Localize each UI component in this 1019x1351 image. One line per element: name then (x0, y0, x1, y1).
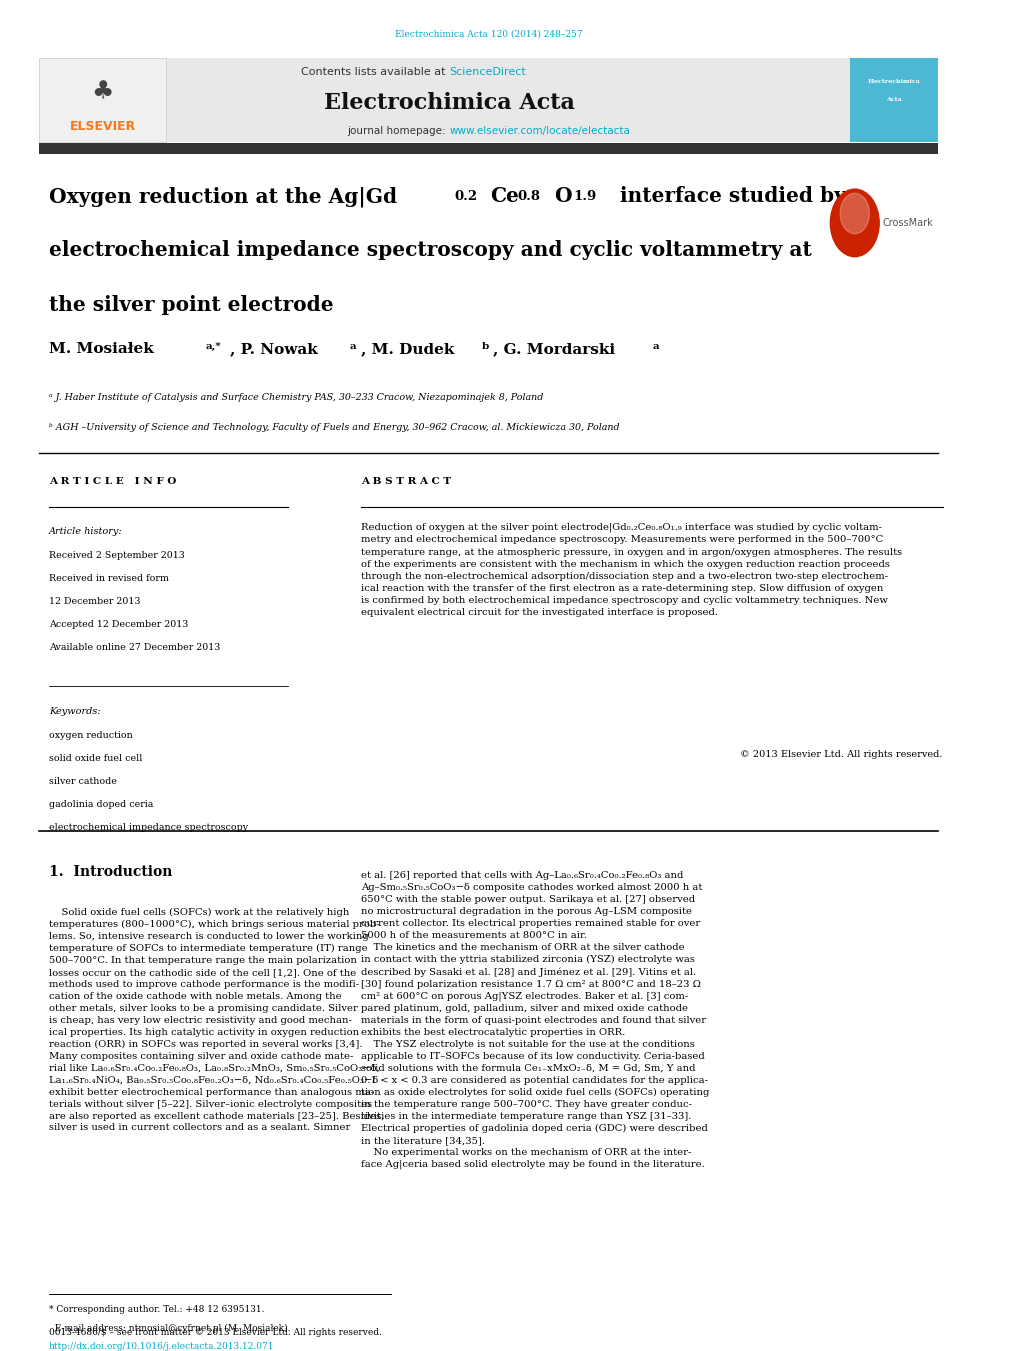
Text: Oxygen reduction at the Ag|Gd: Oxygen reduction at the Ag|Gd (49, 186, 396, 207)
Text: a,*: a,* (205, 342, 221, 351)
FancyBboxPatch shape (39, 143, 936, 154)
Text: Keywords:: Keywords: (49, 707, 100, 716)
Text: oxygen reduction: oxygen reduction (49, 731, 132, 740)
Text: , G. Mordarski: , G. Mordarski (493, 342, 614, 355)
Text: solid oxide fuel cell: solid oxide fuel cell (49, 754, 142, 763)
Text: Electrochimica Acta 120 (2014) 248–257: Electrochimica Acta 120 (2014) 248–257 (394, 30, 582, 39)
Circle shape (829, 189, 878, 257)
Text: a: a (350, 342, 356, 351)
Text: interface studied by: interface studied by (612, 186, 845, 207)
FancyBboxPatch shape (39, 58, 166, 142)
Text: Acta: Acta (886, 97, 901, 103)
FancyBboxPatch shape (849, 58, 936, 142)
Text: A R T I C L E   I N F O: A R T I C L E I N F O (49, 477, 176, 486)
Text: ᵇ AGH –University of Science and Technology, Faculty of Fuels and Energy, 30–962: ᵇ AGH –University of Science and Technol… (49, 423, 619, 432)
Text: © 2013 Elsevier Ltd. All rights reserved.: © 2013 Elsevier Ltd. All rights reserved… (740, 750, 942, 759)
Text: Available online 27 December 2013: Available online 27 December 2013 (49, 643, 220, 653)
Text: Article history:: Article history: (49, 527, 122, 536)
Text: 12 December 2013: 12 December 2013 (49, 597, 141, 607)
Text: ♣: ♣ (92, 80, 114, 104)
Text: Ce: Ce (490, 186, 519, 207)
Text: Received in revised form: Received in revised form (49, 574, 168, 584)
Text: www.elsevier.com/locate/electacta: www.elsevier.com/locate/electacta (449, 126, 630, 136)
Text: journal homepage:: journal homepage: (347, 126, 449, 136)
Text: a: a (652, 342, 658, 351)
Text: et al. [26] reported that cells with Ag–La₀.₆Sr₀.₄Co₀.₂Fe₀.₈O₃ and
Ag–Sm₀.₅Sr₀.₅: et al. [26] reported that cells with Ag–… (361, 871, 709, 1169)
Text: Received 2 September 2013: Received 2 September 2013 (49, 551, 184, 561)
Text: http://dx.doi.org/10.1016/j.electacta.2013.12.071: http://dx.doi.org/10.1016/j.electacta.20… (49, 1342, 274, 1351)
Text: 0.2: 0.2 (453, 190, 477, 204)
Text: Contents lists available at: Contents lists available at (301, 66, 449, 77)
Text: silver cathode: silver cathode (49, 777, 116, 786)
Text: * Corresponding author. Tel.: +48 12 6395131.: * Corresponding author. Tel.: +48 12 639… (49, 1305, 264, 1315)
FancyBboxPatch shape (39, 58, 936, 142)
Text: Solid oxide fuel cells (SOFCs) work at the relatively high
temperatures (800–100: Solid oxide fuel cells (SOFCs) work at t… (49, 908, 384, 1132)
Circle shape (840, 193, 868, 234)
Text: Electrochimica: Electrochimica (867, 78, 919, 84)
Text: M. Mosiałek: M. Mosiałek (49, 342, 154, 355)
Text: CrossMark: CrossMark (881, 218, 932, 228)
Text: , M. Dudek: , M. Dudek (361, 342, 454, 355)
Text: , P. Nowak: , P. Nowak (229, 342, 317, 355)
Text: electrochemical impedance spectroscopy and cyclic voltammetry at: electrochemical impedance spectroscopy a… (49, 240, 811, 261)
Text: A B S T R A C T: A B S T R A C T (361, 477, 451, 486)
Text: ELSEVIER: ELSEVIER (69, 120, 136, 134)
Text: Electrochimica Acta: Electrochimica Acta (324, 92, 575, 113)
Text: 1.9: 1.9 (573, 190, 596, 204)
Text: Reduction of oxygen at the silver point electrode|Gd₀.₂Ce₀.₈O₁.₉ interface was s: Reduction of oxygen at the silver point … (361, 523, 902, 617)
Text: b: b (481, 342, 488, 351)
Text: 0013-4686/$ – see front matter © 2013 Elsevier Ltd. All rights reserved.: 0013-4686/$ – see front matter © 2013 El… (49, 1328, 381, 1337)
Text: O: O (553, 186, 571, 207)
Text: 1.  Introduction: 1. Introduction (49, 865, 172, 878)
Text: ᵃ J. Haber Institute of Catalysis and Surface Chemistry PAS, 30–233 Cracow, Niez: ᵃ J. Haber Institute of Catalysis and Su… (49, 393, 543, 403)
Text: electrochemical impedance spectroscopy: electrochemical impedance spectroscopy (49, 823, 248, 832)
Text: E-mail address: ntmosial@cyfrnet.pl (M. Mosiałek).: E-mail address: ntmosial@cyfrnet.pl (M. … (49, 1324, 290, 1333)
Text: 0.8: 0.8 (518, 190, 540, 204)
Text: the silver point electrode: the silver point electrode (49, 295, 333, 315)
Text: Accepted 12 December 2013: Accepted 12 December 2013 (49, 620, 189, 630)
Text: ScienceDirect: ScienceDirect (449, 66, 526, 77)
Text: gadolinia doped ceria: gadolinia doped ceria (49, 800, 153, 809)
